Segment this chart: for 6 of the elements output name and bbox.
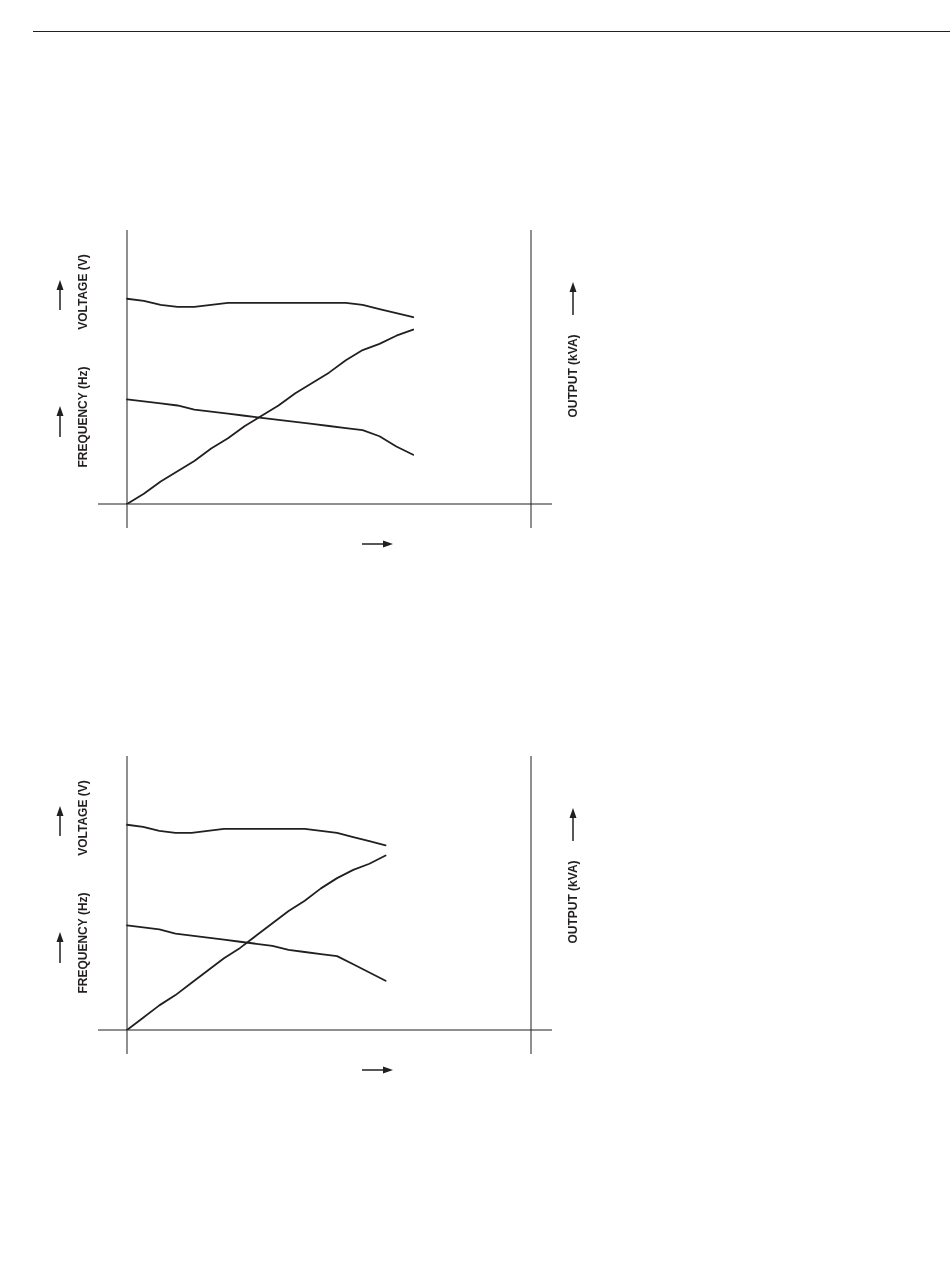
y-axis-title: FREQUENCY (Hz) xyxy=(76,366,90,468)
text: VOLTAGE (V) xyxy=(76,254,90,330)
y2-axis-title: OUTPUT (kVA) xyxy=(566,334,580,418)
y-axis-title: FREQUENCY (Hz) xyxy=(76,892,90,994)
y2-axis-title: OUTPUT (kVA) xyxy=(566,860,580,944)
text: VOLTAGE (V) xyxy=(76,780,90,856)
